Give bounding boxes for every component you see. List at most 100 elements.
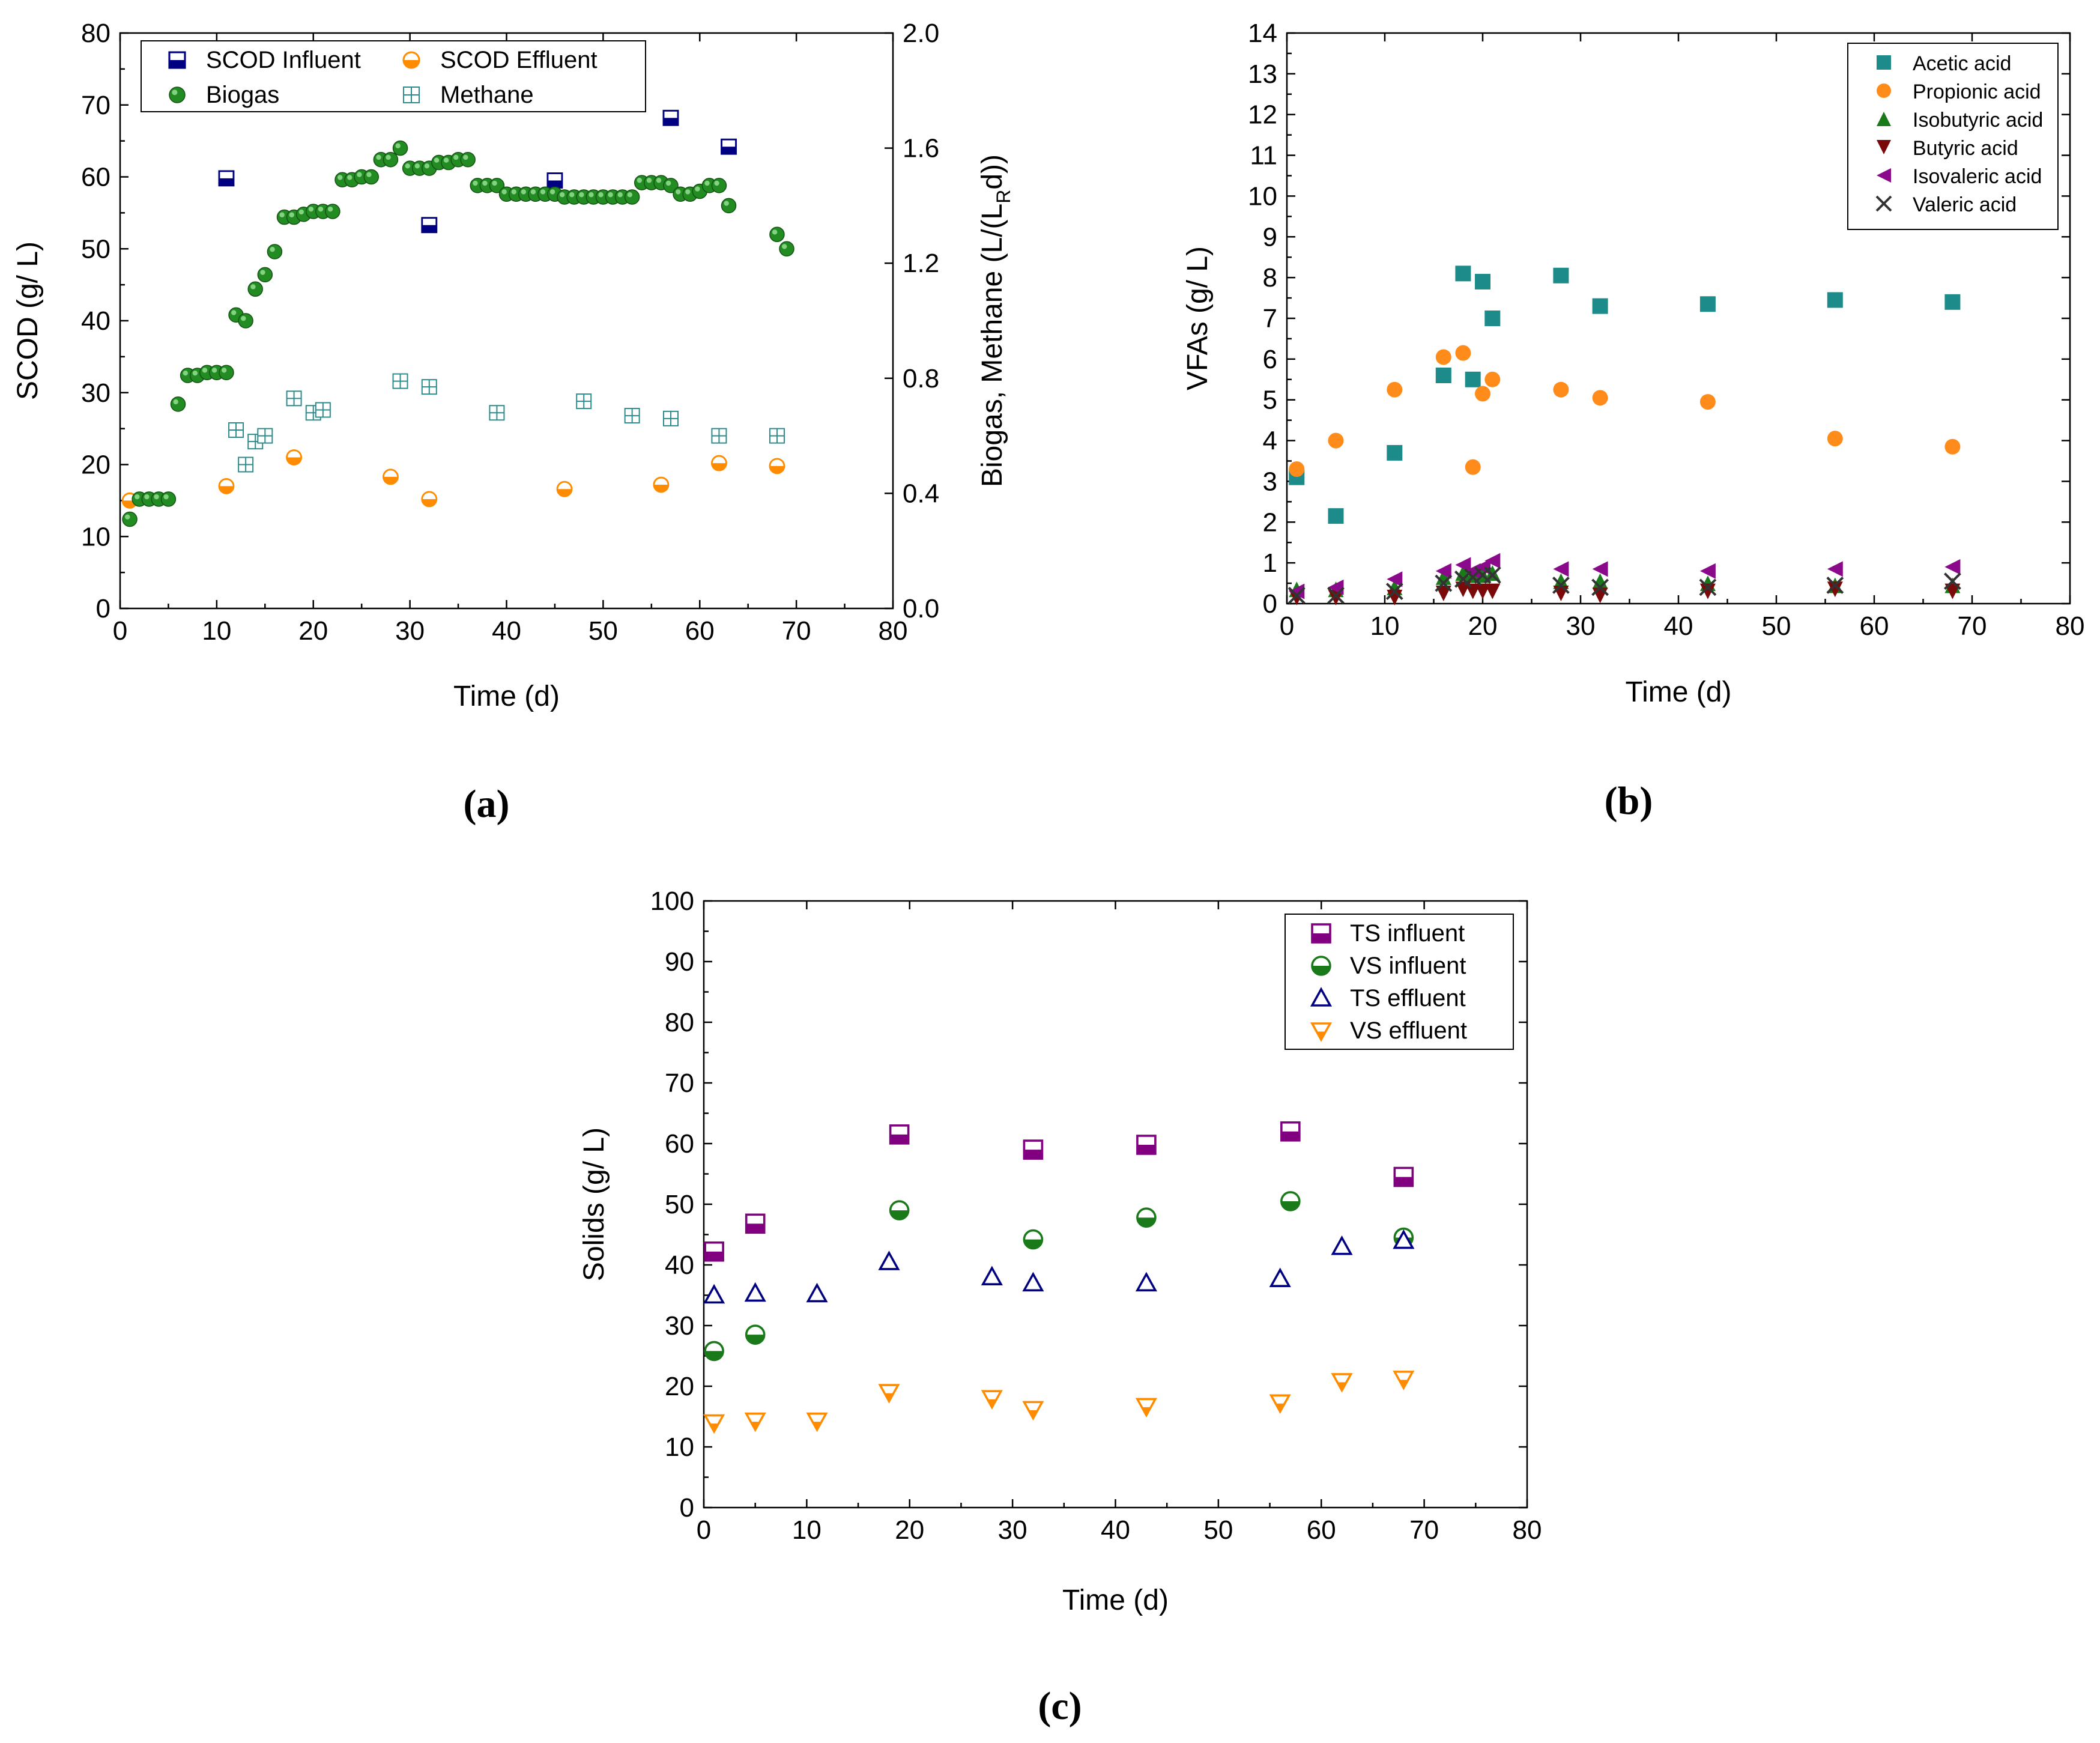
- legend-marker: [1877, 83, 1891, 98]
- series-ts-effluent: [703, 1229, 1415, 1304]
- y-tick-label: 13: [1248, 59, 1277, 89]
- data-point: [745, 1213, 766, 1234]
- series-vs-effluent: [703, 1371, 1415, 1434]
- legend-label: SCOD Effluent: [440, 47, 598, 73]
- data-point: [1435, 349, 1451, 365]
- data-point: [653, 476, 670, 493]
- y-tick-label: 80: [665, 1008, 694, 1037]
- y-tick-label: 30: [81, 378, 110, 408]
- legend-marker: [403, 86, 420, 103]
- data-point: [1331, 1235, 1353, 1255]
- x-tick-label: 0: [1280, 611, 1294, 641]
- y-tick-label: 8: [1263, 263, 1277, 293]
- y-tick-label: 70: [665, 1069, 694, 1098]
- legend-label: TS effluent: [1350, 985, 1466, 1011]
- data-point: [981, 1390, 1003, 1410]
- panel-label-b: (b): [1605, 779, 1653, 823]
- y-tick-label: 0: [1263, 589, 1277, 619]
- data-point: [1135, 1272, 1157, 1292]
- y-tick-label: 10: [665, 1432, 694, 1462]
- data-point: [421, 491, 438, 508]
- data-point: [1944, 559, 1961, 575]
- x-tick-label: 70: [782, 616, 811, 646]
- data-point: [1455, 345, 1471, 361]
- legend-marker: [1875, 195, 1892, 212]
- y-tick-label: 60: [665, 1129, 694, 1159]
- x-tick-label: 30: [1566, 611, 1596, 641]
- y-axis-c: 0 10 20 30 40 50 60 70 80 90 100: [650, 887, 1527, 1523]
- data-point: [1699, 563, 1716, 579]
- y-tick-label: 40: [81, 306, 110, 336]
- data-point: [1269, 1394, 1291, 1414]
- legend-label: Isovaleric acid: [1913, 165, 2042, 188]
- y-tick-label: 5: [1263, 386, 1277, 415]
- legend-marker: [1311, 923, 1331, 944]
- data-point: [170, 396, 186, 412]
- y-tick-label: 100: [650, 887, 694, 916]
- legend-marker: [1877, 55, 1891, 70]
- data-point: [1269, 1267, 1291, 1288]
- legend-label: Methane: [440, 82, 534, 108]
- data-point: [1393, 1166, 1414, 1187]
- x-tick-label: 40: [1101, 1515, 1130, 1545]
- data-point: [703, 1284, 725, 1304]
- legend-marker: [1310, 1022, 1333, 1042]
- data-point: [1827, 581, 1843, 598]
- data-point: [1455, 265, 1471, 282]
- data-point: [1827, 292, 1843, 308]
- data-point: [325, 204, 340, 219]
- data-point: [238, 313, 253, 329]
- data-point: [1484, 583, 1501, 599]
- data-point: [1465, 371, 1481, 387]
- chart-b: 0 10 20 30 40 50 60 70 8001234567891011121314Tim…: [1182, 19, 2084, 823]
- data-point: [745, 1324, 766, 1345]
- data-point: [703, 1414, 725, 1434]
- data-point: [1592, 298, 1608, 314]
- x-tick-label: 50: [1203, 1515, 1233, 1545]
- y-tick-label: 40: [665, 1250, 694, 1280]
- data-point: [624, 408, 640, 424]
- data-point: [489, 178, 505, 193]
- series-isovaleric-acid: [1289, 553, 1961, 599]
- data-point: [1465, 567, 1481, 583]
- y2-axis-a: 0.0 0.4 0.8 1.2 1.6 2.0: [885, 19, 939, 623]
- chart-a: 0 10 20 30 40 50 60 70 80010203040506070800.00.4…: [12, 19, 1014, 826]
- legend-label: VS effluent: [1350, 1017, 1467, 1044]
- data-point: [1827, 561, 1843, 577]
- data-point: [1592, 561, 1608, 577]
- data-point: [218, 477, 235, 494]
- data-point: [806, 1412, 828, 1432]
- data-point: [663, 178, 679, 193]
- data-point: [769, 458, 785, 474]
- data-point: [1393, 1371, 1415, 1390]
- data-point: [1944, 294, 1961, 310]
- data-point: [1483, 566, 1501, 584]
- data-point: [286, 390, 302, 407]
- x-tick-label: 30: [395, 616, 425, 646]
- x-axis-label: Time (d): [1062, 1584, 1169, 1616]
- data-point: [489, 405, 505, 421]
- data-point: [1435, 574, 1453, 592]
- data-point: [1387, 571, 1403, 587]
- data-point: [1023, 1229, 1044, 1250]
- panel-label-a: (a): [464, 782, 510, 826]
- data-point: [711, 178, 727, 193]
- data-point: [779, 241, 794, 256]
- legend-c: TS influent VS influent TS effluent VS effl…: [1285, 914, 1514, 1050]
- x-axis-a: 0 10 20 30 40 50 60 70 80: [113, 33, 907, 646]
- data-point: [1136, 1207, 1157, 1228]
- legend-label: Acetic acid: [1913, 52, 2011, 75]
- data-point: [1328, 432, 1344, 449]
- legend-b: Acetic acid Propionic acid Isobutyric acid…: [1847, 43, 2059, 230]
- y2-axis-label: Biogas, Methane (L/(LRd)): [976, 154, 1014, 487]
- data-point: [1699, 583, 1716, 599]
- legend-label: Propionic acid: [1913, 80, 2041, 103]
- data-point: [878, 1250, 900, 1270]
- data-point: [219, 365, 234, 380]
- data-point: [1475, 273, 1490, 289]
- data-point: [1280, 1191, 1301, 1211]
- data-point: [1699, 296, 1716, 312]
- data-point: [1944, 583, 1961, 599]
- series-biogas: [122, 140, 794, 527]
- x-tick-label: 50: [589, 616, 618, 646]
